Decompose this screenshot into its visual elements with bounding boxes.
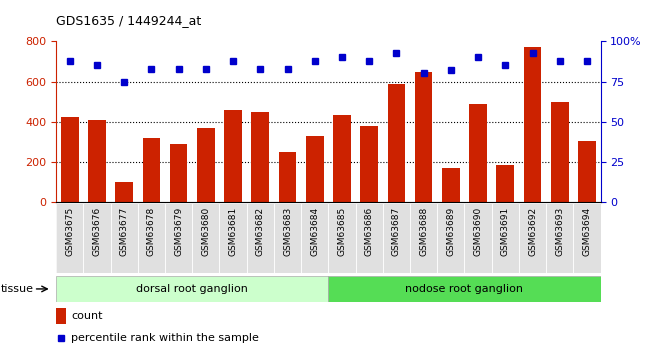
- Text: tissue: tissue: [1, 284, 34, 294]
- Bar: [387, 83, 405, 202]
- Bar: [61, 117, 79, 202]
- Text: GSM63676: GSM63676: [92, 207, 102, 256]
- Bar: [578, 141, 596, 202]
- Bar: [56, 308, 66, 324]
- Bar: [414, 72, 432, 202]
- Bar: [197, 128, 214, 202]
- Text: GSM63685: GSM63685: [337, 207, 346, 256]
- Text: dorsal root ganglion: dorsal root ganglion: [136, 284, 248, 294]
- Bar: [224, 110, 242, 202]
- Text: GSM63683: GSM63683: [283, 207, 292, 256]
- Text: GSM63693: GSM63693: [555, 207, 564, 256]
- Bar: [56, 276, 329, 302]
- Text: GSM63684: GSM63684: [310, 207, 319, 256]
- Text: count: count: [71, 311, 103, 321]
- Bar: [360, 126, 378, 202]
- Text: GSM63688: GSM63688: [419, 207, 428, 256]
- Text: GSM63679: GSM63679: [174, 207, 183, 256]
- Bar: [170, 144, 187, 202]
- Text: GSM63694: GSM63694: [583, 207, 591, 256]
- Text: GSM63678: GSM63678: [147, 207, 156, 256]
- Text: GSM63686: GSM63686: [365, 207, 374, 256]
- Bar: [279, 152, 296, 202]
- Text: GSM63689: GSM63689: [446, 207, 455, 256]
- Text: GSM63680: GSM63680: [201, 207, 211, 256]
- Bar: [442, 168, 460, 202]
- Bar: [551, 101, 569, 202]
- Text: GSM63682: GSM63682: [256, 207, 265, 256]
- Text: percentile rank within the sample: percentile rank within the sample: [71, 333, 259, 343]
- Text: GDS1635 / 1449244_at: GDS1635 / 1449244_at: [56, 14, 201, 27]
- Text: GSM63675: GSM63675: [65, 207, 74, 256]
- Text: GSM63691: GSM63691: [501, 207, 510, 256]
- Text: GSM63692: GSM63692: [528, 207, 537, 256]
- Bar: [306, 136, 323, 202]
- Bar: [333, 115, 351, 202]
- Bar: [251, 111, 269, 202]
- Bar: [329, 276, 601, 302]
- Text: GSM63690: GSM63690: [474, 207, 482, 256]
- Bar: [523, 47, 541, 202]
- Bar: [88, 120, 106, 202]
- Bar: [115, 182, 133, 202]
- Bar: [143, 138, 160, 202]
- Text: nodose root ganglion: nodose root ganglion: [405, 284, 523, 294]
- Text: GSM63681: GSM63681: [228, 207, 238, 256]
- Text: GSM63677: GSM63677: [119, 207, 129, 256]
- Bar: [469, 104, 487, 202]
- Text: GSM63687: GSM63687: [392, 207, 401, 256]
- Bar: [496, 165, 514, 202]
